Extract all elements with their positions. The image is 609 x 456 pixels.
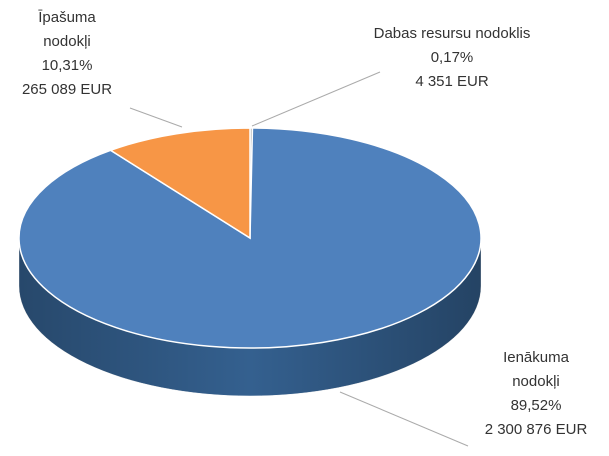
percent-label: 10,31% bbox=[41, 57, 93, 74]
data-label: Ienākuma nodokļi 89,52% 2 300 876 EUR bbox=[466, 346, 606, 442]
data-label: Dabas resursu nodoklis 0,17% 4 351 EUR bbox=[372, 22, 532, 94]
category-name: Ienākuma nodokļi bbox=[503, 349, 569, 390]
category-name: Dabas resursu nodoklis bbox=[373, 25, 531, 42]
amount-label: 4 351 EUR bbox=[415, 73, 489, 90]
percent-label: 0,17% bbox=[430, 49, 474, 66]
leader-line bbox=[251, 71, 381, 127]
percent-label: 89,52% bbox=[510, 397, 562, 414]
leader-line bbox=[339, 391, 469, 447]
pie bbox=[18, 127, 482, 397]
amount-label: 2 300 876 EUR bbox=[484, 421, 588, 438]
amount-label: 265 089 EUR bbox=[21, 81, 113, 98]
data-label: Īpašuma nodokļi 10,31% 265 089 EUR bbox=[2, 6, 132, 102]
slice-side-shade bbox=[19, 238, 481, 396]
leader-line bbox=[129, 107, 183, 128]
slice bbox=[108, 127, 251, 240]
category-name: Īpašuma nodokļi bbox=[38, 9, 96, 50]
